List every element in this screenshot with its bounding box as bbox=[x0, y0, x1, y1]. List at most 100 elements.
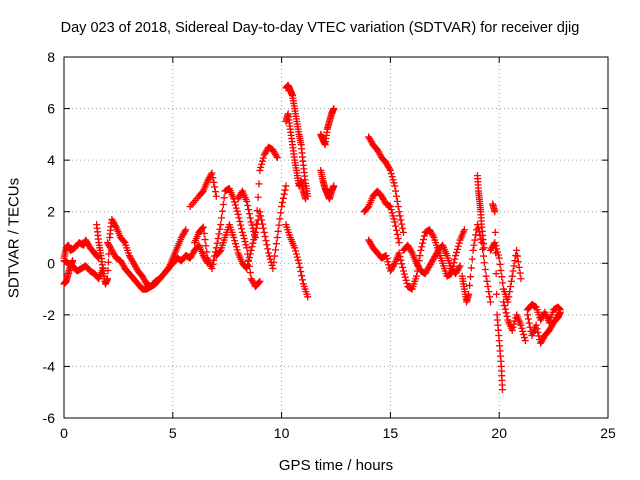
data-point bbox=[493, 290, 501, 298]
data-point bbox=[291, 244, 299, 252]
data-point bbox=[399, 267, 407, 275]
data-point bbox=[491, 208, 499, 216]
data-series-track-t bbox=[458, 221, 494, 306]
data-point bbox=[486, 298, 494, 306]
data-point bbox=[492, 242, 500, 250]
data-point bbox=[273, 234, 281, 241]
data-point bbox=[510, 262, 518, 270]
data-point bbox=[210, 256, 218, 264]
data-point bbox=[278, 203, 286, 211]
data-point bbox=[247, 218, 255, 226]
data-point bbox=[389, 176, 397, 184]
data-point bbox=[400, 270, 408, 278]
data-point bbox=[243, 244, 251, 252]
data-point bbox=[237, 221, 245, 229]
data-point bbox=[245, 254, 253, 262]
data-point bbox=[516, 269, 524, 277]
data-point bbox=[273, 154, 281, 162]
y-tick-label: 6 bbox=[47, 101, 55, 117]
data-point bbox=[293, 253, 301, 261]
data-point bbox=[389, 212, 397, 220]
data-point bbox=[493, 248, 501, 256]
data-point bbox=[232, 204, 240, 212]
data-point bbox=[235, 214, 243, 222]
data-point bbox=[257, 212, 265, 220]
data-point bbox=[455, 263, 463, 271]
data-point bbox=[272, 246, 280, 254]
x-tick-label: 5 bbox=[169, 425, 177, 441]
data-point bbox=[429, 232, 437, 240]
data-point bbox=[485, 288, 493, 296]
data-series-track-m bbox=[282, 221, 312, 301]
data-point bbox=[399, 224, 407, 232]
data-point bbox=[245, 257, 253, 265]
data-point bbox=[397, 216, 405, 224]
data-point bbox=[199, 223, 207, 231]
data-point bbox=[393, 197, 401, 205]
data-point bbox=[510, 320, 518, 328]
data-point bbox=[241, 238, 249, 246]
data-point bbox=[501, 305, 509, 313]
data-point bbox=[388, 173, 396, 181]
data-point bbox=[292, 247, 300, 255]
data-point bbox=[394, 203, 402, 211]
data-point bbox=[500, 302, 508, 310]
data-point bbox=[263, 241, 271, 249]
data-point bbox=[181, 227, 189, 235]
data-point bbox=[233, 207, 241, 215]
data-point bbox=[258, 160, 266, 168]
data-point bbox=[258, 157, 266, 165]
data-point bbox=[398, 220, 406, 228]
data-point bbox=[480, 252, 488, 260]
data-point bbox=[278, 198, 286, 206]
data-point bbox=[454, 242, 462, 250]
data-series-track-i bbox=[212, 182, 290, 272]
data-point bbox=[296, 263, 304, 271]
data-point bbox=[255, 278, 263, 286]
data-point bbox=[492, 270, 500, 278]
y-axis-label: SDTVAR / TECUs bbox=[5, 177, 23, 299]
data-point bbox=[218, 214, 226, 222]
data-point bbox=[298, 272, 306, 280]
data-point bbox=[330, 105, 338, 113]
data-point bbox=[534, 328, 542, 336]
data-series-track-e bbox=[104, 226, 190, 293]
data-point bbox=[239, 231, 247, 239]
data-point bbox=[417, 246, 425, 254]
data-point bbox=[419, 239, 427, 247]
x-tick-label: 15 bbox=[383, 425, 399, 441]
data-point bbox=[556, 306, 564, 314]
data-point bbox=[466, 281, 474, 289]
data-point bbox=[517, 321, 525, 329]
data-point bbox=[386, 165, 394, 173]
data-point bbox=[397, 256, 405, 264]
data-point bbox=[247, 246, 255, 254]
data-series-track-n bbox=[317, 105, 338, 149]
data-point bbox=[251, 234, 259, 241]
data-point bbox=[295, 259, 303, 267]
data-point bbox=[507, 282, 515, 290]
data-point bbox=[271, 252, 279, 260]
data-point bbox=[220, 194, 228, 202]
data-point bbox=[211, 188, 219, 196]
data-point bbox=[401, 273, 409, 281]
y-tick-label: -2 bbox=[43, 307, 56, 323]
data-point bbox=[515, 263, 523, 271]
data-point bbox=[392, 187, 400, 195]
data-series-track-f bbox=[169, 241, 212, 267]
data-point bbox=[392, 226, 400, 234]
data-point bbox=[479, 245, 487, 253]
data-point bbox=[260, 228, 268, 236]
data-point bbox=[387, 206, 395, 214]
data-point bbox=[231, 201, 239, 209]
data-point bbox=[261, 232, 269, 240]
data-point bbox=[392, 192, 400, 200]
data-point bbox=[182, 226, 190, 234]
data-point bbox=[201, 236, 209, 244]
data-point bbox=[524, 315, 532, 323]
data-point bbox=[497, 267, 505, 275]
data-point bbox=[274, 227, 282, 235]
data-series-track-j bbox=[234, 143, 281, 241]
plot-border bbox=[63, 56, 609, 419]
